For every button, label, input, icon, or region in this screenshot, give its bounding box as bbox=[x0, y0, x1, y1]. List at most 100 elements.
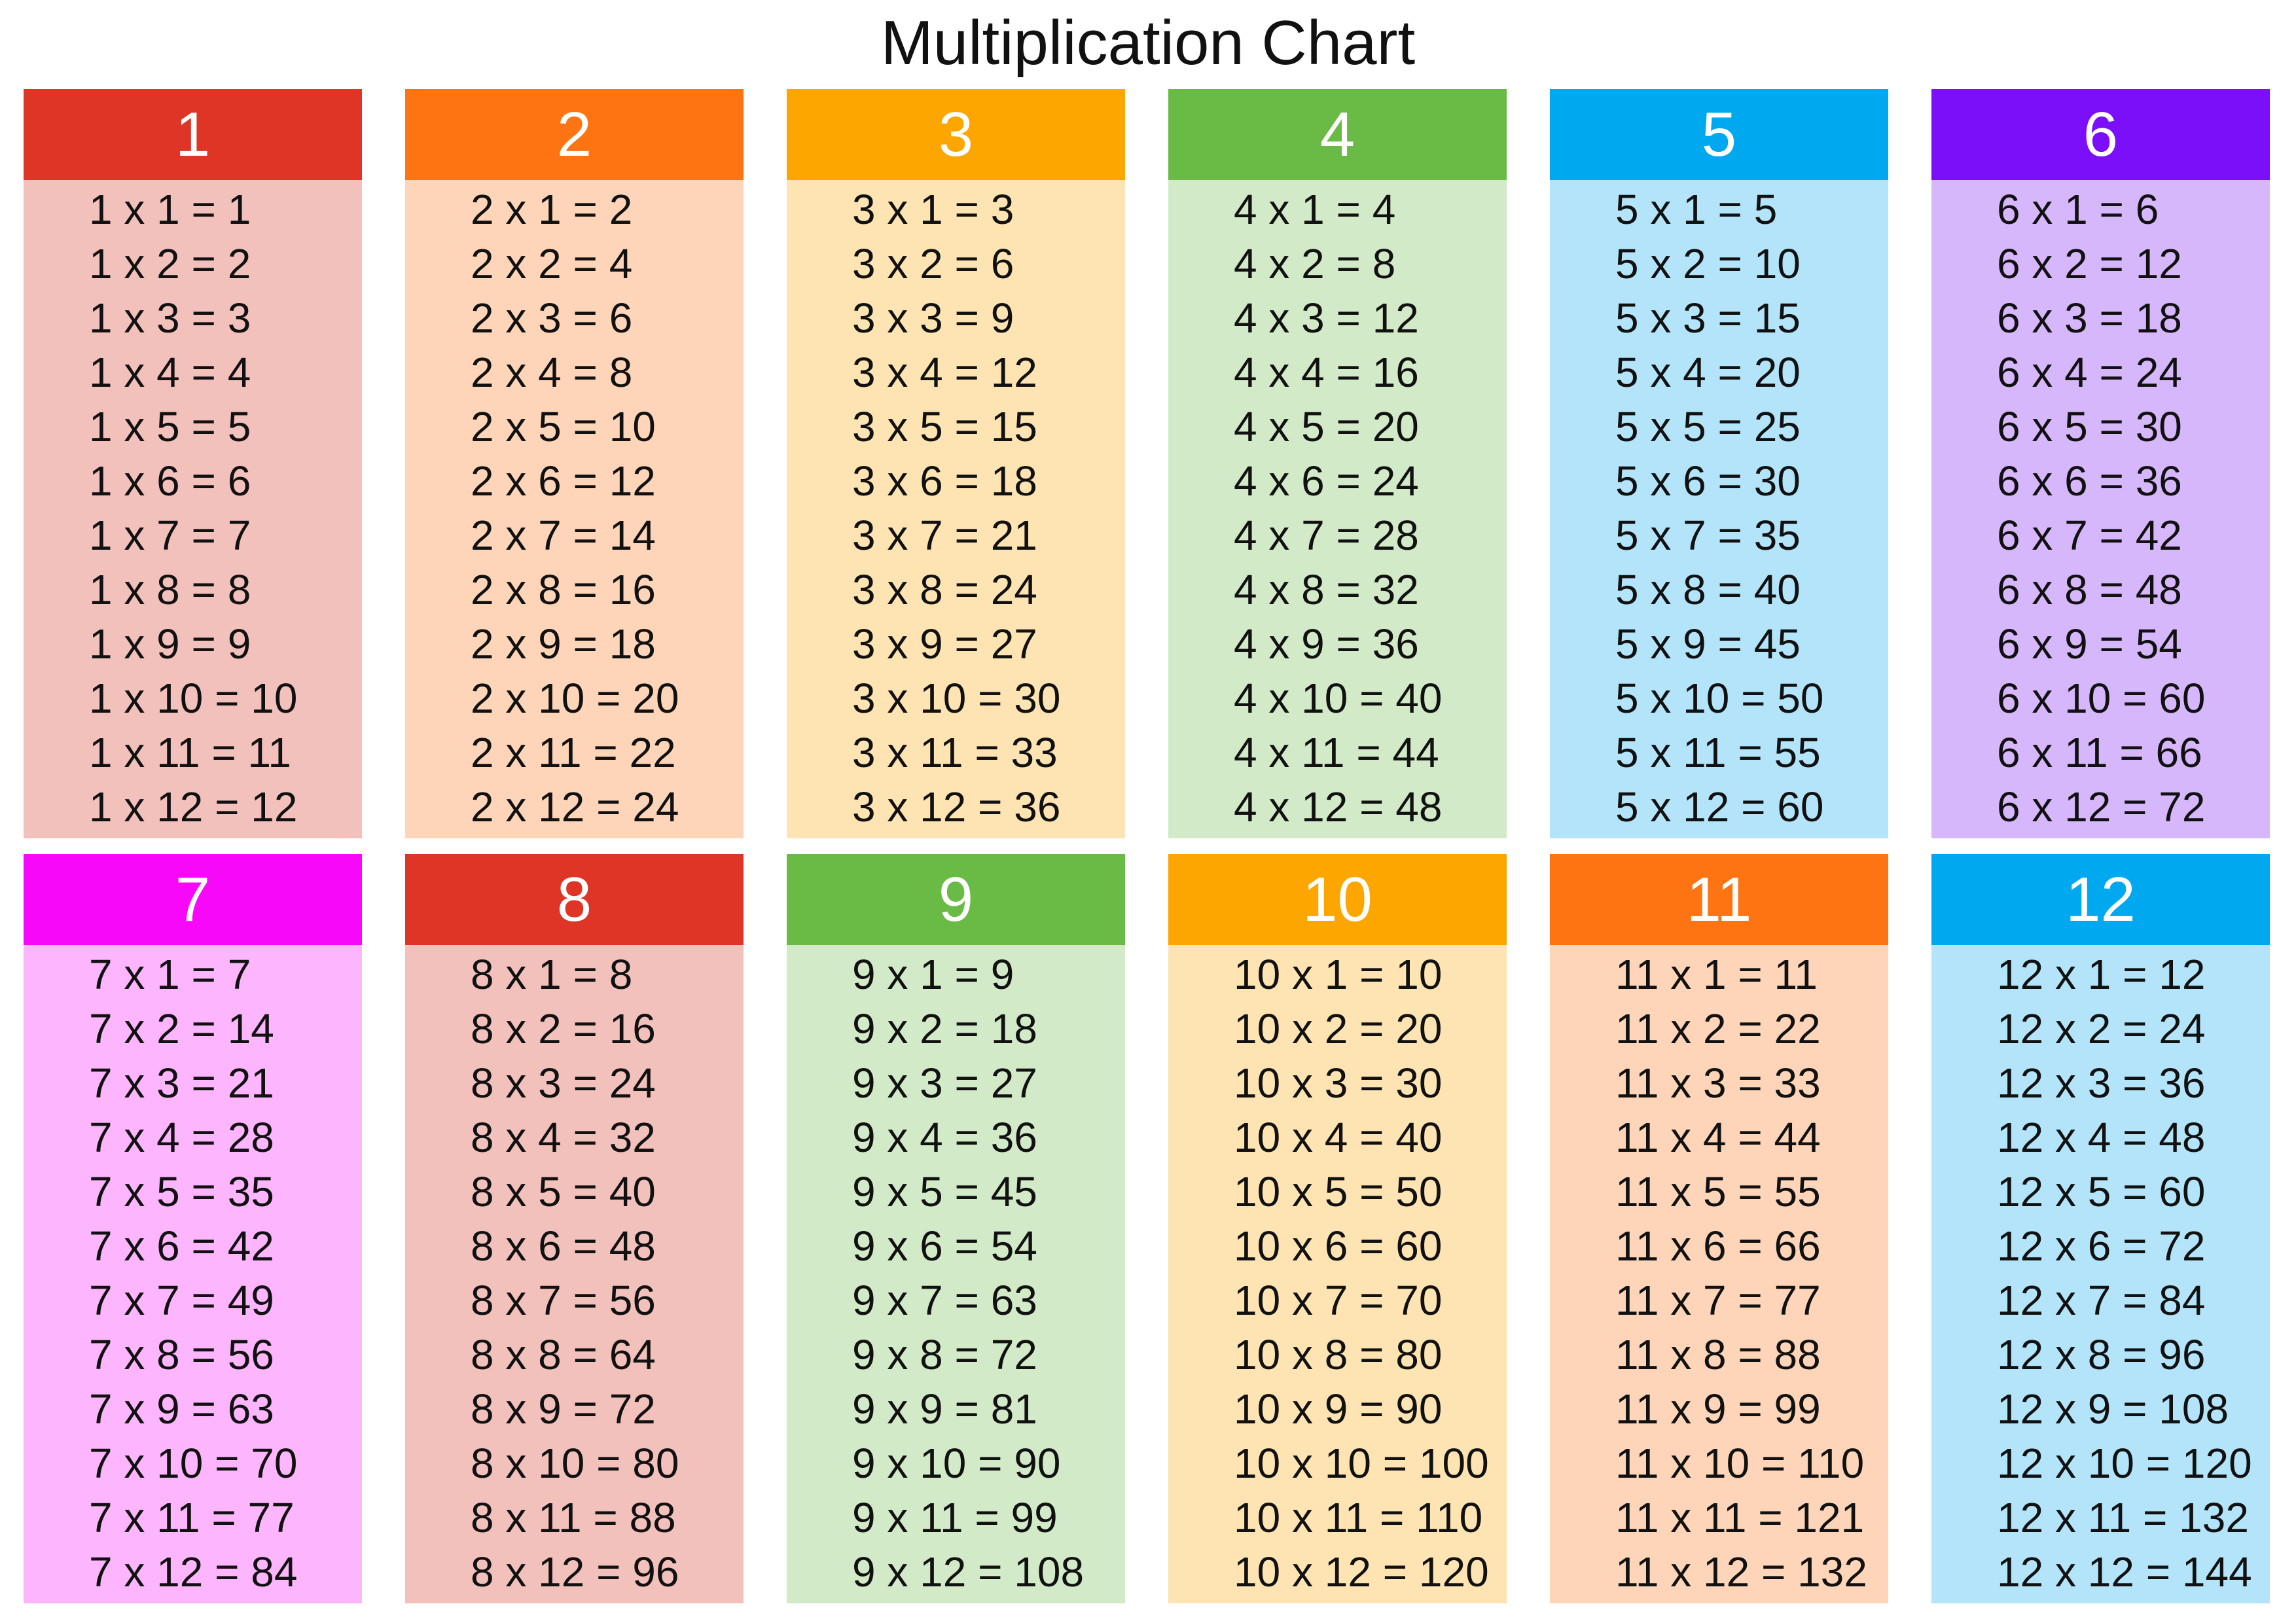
times-table-card: 11 11 x 1 = 11 11 x 2 = 22 11 x 3 = 33 11 x … bbox=[1550, 854, 1888, 1603]
times-table-header: 12 bbox=[1931, 854, 2270, 945]
times-table-row: 5 x 9 = 45 bbox=[1615, 620, 1801, 668]
times-table-row: 5 x 10 = 50 bbox=[1615, 675, 1824, 722]
times-table-row: 10 x 6 = 60 bbox=[1234, 1222, 1443, 1270]
times-table-row: 2 x 2 = 4 bbox=[471, 240, 633, 287]
times-table-row: 2 x 9 = 18 bbox=[471, 620, 656, 668]
times-table-row: 3 x 10 = 30 bbox=[852, 675, 1061, 722]
times-table-rows: 8 x 1 = 8 8 x 2 = 16 8 x 3 = 24 8 x 4 = 32 8… bbox=[405, 945, 744, 1599]
times-table-row: 10 x 7 = 70 bbox=[1234, 1277, 1443, 1324]
times-table-row: 5 x 3 = 15 bbox=[1615, 294, 1801, 342]
times-table-row: 6 x 8 = 48 bbox=[1997, 566, 2182, 613]
times-table-row: 10 x 8 = 80 bbox=[1234, 1331, 1443, 1378]
times-table-row: 9 x 3 = 27 bbox=[852, 1060, 1037, 1107]
times-table-row: 4 x 10 = 40 bbox=[1234, 675, 1443, 722]
times-table-rows: 11 x 1 = 11 11 x 2 = 22 11 x 3 = 33 11 x 4 … bbox=[1550, 945, 1888, 1599]
times-table-row: 7 x 1 = 7 bbox=[89, 951, 251, 998]
times-table-header: 6 bbox=[1931, 89, 2270, 180]
times-table-row: 6 x 12 = 72 bbox=[1997, 783, 2206, 830]
times-table-row: 9 x 8 = 72 bbox=[852, 1331, 1037, 1378]
times-table-row: 12 x 4 = 48 bbox=[1997, 1114, 2206, 1161]
times-table-row: 12 x 9 = 108 bbox=[1997, 1385, 2229, 1433]
times-table-row: 11 x 6 = 66 bbox=[1615, 1222, 1821, 1270]
times-table-row: 9 x 10 = 90 bbox=[852, 1440, 1061, 1487]
times-table-row: 12 x 6 = 72 bbox=[1997, 1222, 2206, 1270]
times-table-row: 8 x 6 = 48 bbox=[471, 1222, 656, 1270]
times-table-row: 1 x 7 = 7 bbox=[89, 512, 251, 559]
times-table-rows: 6 x 1 = 6 6 x 2 = 12 6 x 3 = 18 6 x 4 = 24 6… bbox=[1931, 180, 2270, 834]
times-table-row: 7 x 4 = 28 bbox=[89, 1114, 274, 1161]
times-table-row: 4 x 1 = 4 bbox=[1234, 186, 1396, 233]
times-table-row: 9 x 7 = 63 bbox=[852, 1277, 1037, 1324]
times-table-row: 8 x 3 = 24 bbox=[471, 1060, 656, 1107]
times-table-rows: 12 x 1 = 12 12 x 2 = 24 12 x 3 = 36 12 x 4 … bbox=[1931, 945, 2270, 1599]
times-table-row: 11 x 8 = 88 bbox=[1615, 1331, 1821, 1378]
times-table-row: 5 x 4 = 20 bbox=[1615, 349, 1801, 396]
times-table-row: 9 x 5 = 45 bbox=[852, 1168, 1037, 1215]
times-table-row: 3 x 7 = 21 bbox=[852, 512, 1037, 559]
times-table-row: 8 x 8 = 64 bbox=[471, 1331, 656, 1378]
times-table-row: 1 x 5 = 5 bbox=[89, 403, 251, 450]
times-table-header: 4 bbox=[1168, 89, 1507, 180]
times-table-row: 3 x 12 = 36 bbox=[852, 783, 1061, 830]
times-table-row: 1 x 11 = 11 bbox=[89, 729, 291, 776]
times-table-row: 7 x 8 = 56 bbox=[89, 1331, 274, 1378]
times-table-row: 4 x 8 = 32 bbox=[1234, 566, 1419, 613]
times-table-row: 4 x 5 = 20 bbox=[1234, 403, 1419, 450]
times-table-row: 4 x 3 = 12 bbox=[1234, 294, 1419, 342]
times-table-row: 3 x 5 = 15 bbox=[852, 403, 1037, 450]
times-table-row: 10 x 3 = 30 bbox=[1234, 1060, 1443, 1107]
times-table-row: 9 x 9 = 81 bbox=[852, 1385, 1037, 1433]
times-table-row: 7 x 12 = 84 bbox=[89, 1548, 298, 1596]
times-table-row: 1 x 4 = 4 bbox=[89, 349, 251, 396]
times-table-row: 10 x 11 = 110 bbox=[1234, 1494, 1483, 1541]
times-table-rows: 4 x 1 = 4 4 x 2 = 8 4 x 3 = 12 4 x 4 = 16 4 … bbox=[1168, 180, 1507, 834]
times-table-row: 1 x 6 = 6 bbox=[89, 457, 251, 505]
times-table-row: 6 x 6 = 36 bbox=[1997, 457, 2182, 505]
times-table-row: 2 x 1 = 2 bbox=[471, 186, 633, 233]
times-table-row: 10 x 5 = 50 bbox=[1234, 1168, 1443, 1215]
times-table-header: 2 bbox=[405, 89, 744, 180]
times-table-row: 3 x 6 = 18 bbox=[852, 457, 1037, 505]
times-table-rows: 1 x 1 = 1 1 x 2 = 2 1 x 3 = 3 1 x 4 = 4 1 x … bbox=[24, 180, 362, 834]
times-table-rows: 2 x 1 = 2 2 x 2 = 4 2 x 3 = 6 2 x 4 = 8 2 x … bbox=[405, 180, 744, 834]
times-table-row: 7 x 9 = 63 bbox=[89, 1385, 274, 1433]
times-table-row: 6 x 1 = 6 bbox=[1997, 186, 2159, 233]
times-table-row: 7 x 5 = 35 bbox=[89, 1168, 274, 1215]
times-table-row: 2 x 11 = 22 bbox=[471, 729, 676, 776]
times-table-row: 4 x 12 = 48 bbox=[1234, 783, 1443, 830]
times-table-row: 4 x 2 = 8 bbox=[1234, 240, 1396, 287]
times-table-card: 5 5 x 1 = 5 5 x 2 = 10 5 x 3 = 15 5 x 4 = 20… bbox=[1550, 89, 1888, 838]
times-table-row: 5 x 12 = 60 bbox=[1615, 783, 1824, 830]
times-table-header: 8 bbox=[405, 854, 744, 945]
times-table-header: 5 bbox=[1550, 89, 1888, 180]
times-table-row: 11 x 4 = 44 bbox=[1615, 1114, 1821, 1161]
times-table-row: 12 x 8 = 96 bbox=[1997, 1331, 2206, 1378]
times-table-row: 4 x 6 = 24 bbox=[1234, 457, 1419, 505]
times-table-row: 10 x 9 = 90 bbox=[1234, 1385, 1443, 1433]
times-table-row: 8 x 7 = 56 bbox=[471, 1277, 656, 1324]
times-table-row: 10 x 4 = 40 bbox=[1234, 1114, 1443, 1161]
times-table-row: 7 x 10 = 70 bbox=[89, 1440, 298, 1487]
times-table-row: 3 x 9 = 27 bbox=[852, 620, 1037, 668]
times-table-rows: 9 x 1 = 9 9 x 2 = 18 9 x 3 = 27 9 x 4 = 36 9… bbox=[787, 945, 1125, 1599]
times-table-row: 6 x 9 = 54 bbox=[1997, 620, 2182, 668]
times-table-row: 12 x 12 = 144 bbox=[1997, 1548, 2252, 1596]
times-table-row: 6 x 4 = 24 bbox=[1997, 349, 2182, 396]
times-table-header: 7 bbox=[24, 854, 362, 945]
times-table-row: 11 x 9 = 99 bbox=[1615, 1385, 1821, 1433]
times-table-row: 6 x 5 = 30 bbox=[1997, 403, 2182, 450]
times-table-row: 2 x 4 = 8 bbox=[471, 349, 633, 396]
times-table-row: 1 x 8 = 8 bbox=[89, 566, 251, 613]
page-title: Multiplication Chart bbox=[880, 8, 1416, 78]
times-table-row: 4 x 11 = 44 bbox=[1234, 729, 1439, 776]
times-table-header: 11 bbox=[1550, 854, 1888, 945]
times-table-row: 4 x 9 = 36 bbox=[1234, 620, 1419, 668]
times-table-row: 4 x 7 = 28 bbox=[1234, 512, 1419, 559]
times-table-rows: 3 x 1 = 3 3 x 2 = 6 3 x 3 = 9 3 x 4 = 12 3 x… bbox=[787, 180, 1125, 834]
times-table-row: 3 x 3 = 9 bbox=[852, 294, 1014, 342]
times-table-card: 6 6 x 1 = 6 6 x 2 = 12 6 x 3 = 18 6 x 4 = 24… bbox=[1931, 89, 2270, 838]
times-table-card: 12 12 x 1 = 12 12 x 2 = 24 12 x 3 = 36 12 x … bbox=[1931, 854, 2270, 1603]
